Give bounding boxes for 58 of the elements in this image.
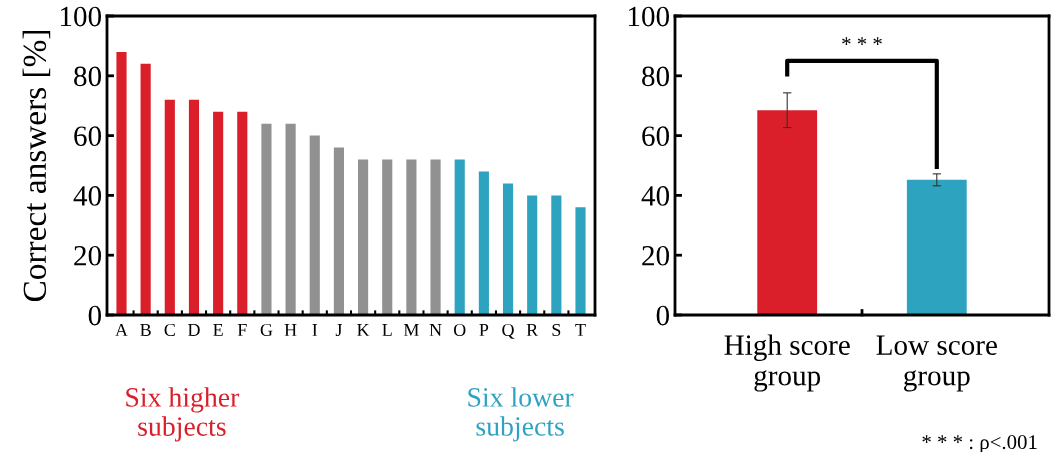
y-tick-label: 20	[642, 245, 670, 266]
annotation: * * *	[842, 37, 882, 45]
x-tick-label: M	[403, 324, 419, 336]
x-tick-label: I	[312, 324, 318, 336]
x-tick-label: High score group	[724, 334, 850, 392]
x-tick-label: F	[237, 324, 247, 336]
y-tick-label: 60	[74, 126, 102, 147]
x-tick-label: Q	[502, 323, 515, 339]
y-tick-label: 20	[74, 245, 102, 266]
x-tick-label: T	[575, 324, 586, 336]
bar	[309, 135, 320, 315]
bar	[140, 63, 151, 315]
bar	[213, 111, 224, 315]
text: Six higher subjects	[126, 387, 240, 442]
x-tick-label: N	[429, 324, 442, 336]
x-tick-label: S	[552, 323, 561, 337]
bar	[406, 159, 417, 315]
x-tick-label: O	[453, 323, 466, 337]
y-tick-label: 40	[641, 186, 670, 206]
bar	[116, 51, 127, 315]
bar	[551, 195, 562, 315]
y-tick-label: 100	[60, 6, 102, 27]
y-tick-label: 80	[642, 66, 670, 87]
bar	[527, 195, 538, 315]
y-tick-label: 80	[74, 66, 102, 87]
bar	[237, 111, 248, 315]
y-tick-label: 60	[642, 126, 670, 147]
x-tick-label: L	[382, 324, 392, 336]
y-axis-title: Correct answers [%]	[22, 31, 51, 302]
bar	[430, 159, 441, 315]
bar	[575, 207, 586, 315]
x-tick-label: P	[479, 324, 489, 336]
x-tick-label: E	[213, 324, 223, 336]
bar	[285, 123, 296, 315]
bar	[261, 123, 272, 315]
y-tick-label: 100	[628, 6, 670, 27]
x-tick-label: R	[526, 324, 539, 336]
x-tick-label: A	[115, 323, 128, 336]
bar	[382, 159, 393, 315]
x-tick-label: K	[357, 324, 370, 336]
bar	[333, 147, 344, 315]
x-tick-label: H	[284, 324, 297, 336]
x-tick-label: B	[140, 324, 151, 336]
bar	[478, 171, 489, 315]
bar	[188, 99, 200, 315]
bar	[502, 183, 514, 315]
x-tick-label: Low score group	[876, 335, 997, 392]
text: Six lower subjects	[468, 387, 574, 442]
y-tick-label: 0	[88, 305, 102, 326]
y-tick-label: 40	[73, 186, 102, 206]
x-tick-label: J	[335, 324, 343, 337]
y-tick-label: 0	[656, 305, 670, 326]
x-tick-label: D	[187, 324, 200, 336]
bar	[358, 159, 369, 315]
bar	[164, 99, 175, 315]
x-tick-label: C	[164, 323, 175, 337]
bar	[454, 159, 465, 315]
x-tick-label: G	[260, 323, 273, 337]
